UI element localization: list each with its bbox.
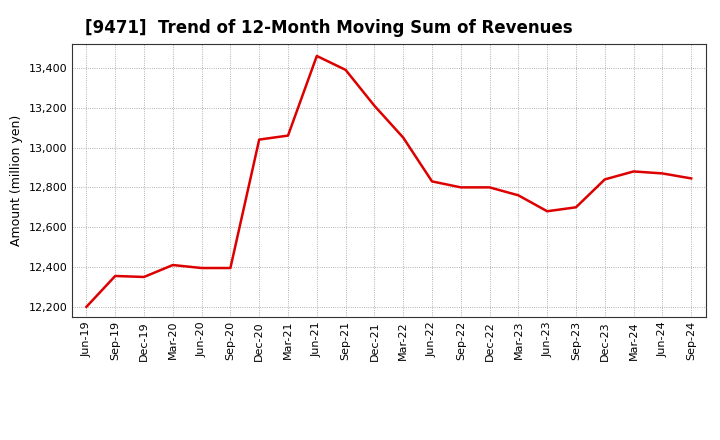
Text: [9471]  Trend of 12-Month Moving Sum of Revenues: [9471] Trend of 12-Month Moving Sum of R… — [85, 19, 572, 37]
Y-axis label: Amount (million yen): Amount (million yen) — [10, 115, 23, 246]
